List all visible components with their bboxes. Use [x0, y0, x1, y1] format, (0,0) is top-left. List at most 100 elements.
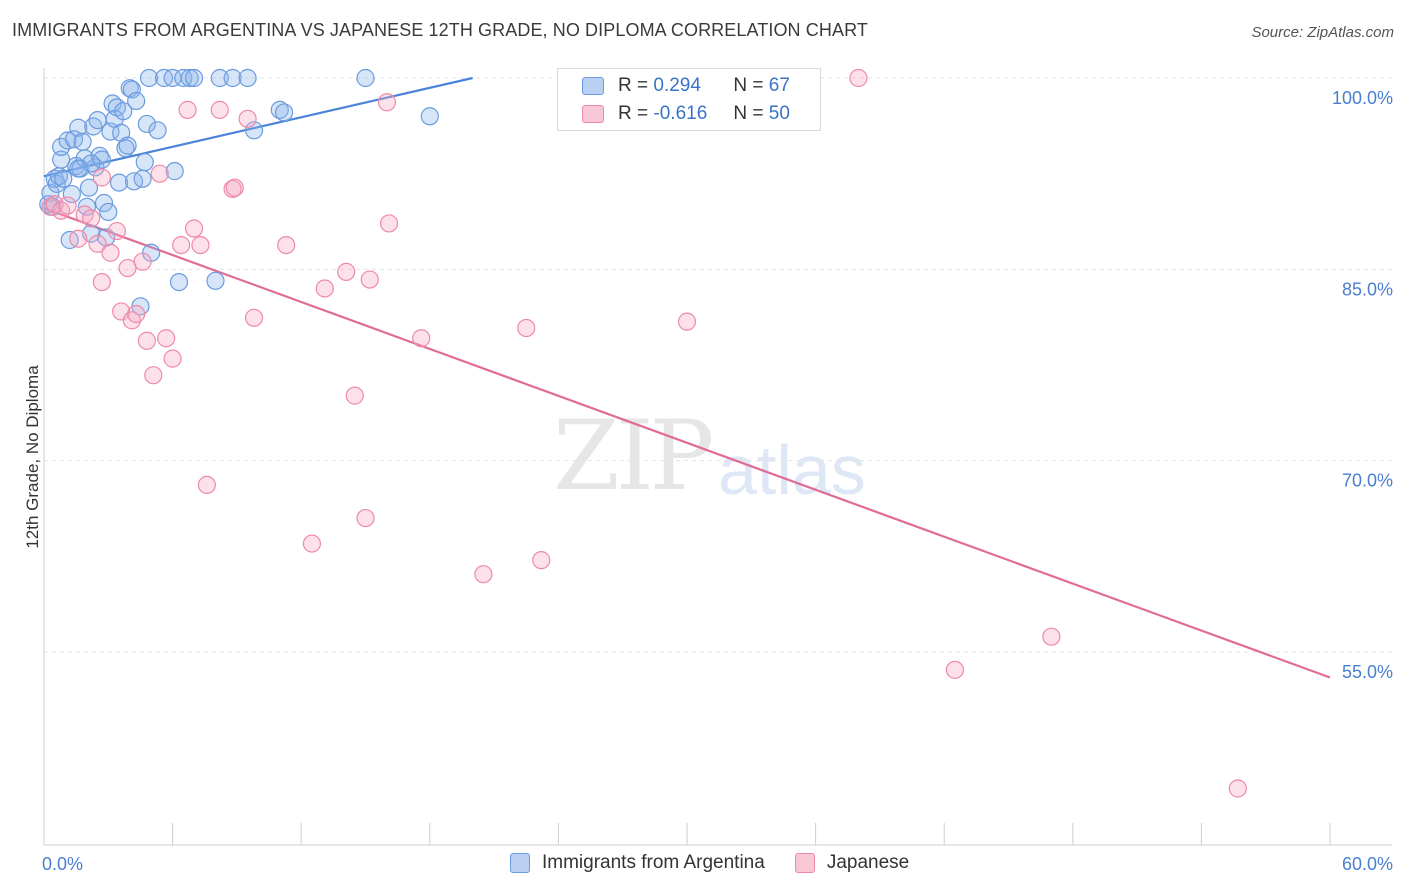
watermark-atlas: atlas	[718, 431, 866, 509]
y-tick-label: 70.0%	[1342, 471, 1393, 491]
chart-title: IMMIGRANTS FROM ARGENTINA VS JAPANESE 12…	[12, 20, 868, 40]
point-japanese	[118, 258, 137, 278]
y-tick-label: 85.0%	[1342, 279, 1393, 299]
trend-lines	[43, 76, 1331, 679]
legend-n-value-japanese: 50	[768, 103, 790, 124]
x-tick-label: 0.0%	[42, 854, 83, 874]
point-japanese	[163, 349, 182, 368]
point-argentina	[73, 132, 92, 151]
data-points	[39, 68, 1247, 798]
point-argentina	[69, 159, 88, 178]
point-japanese	[356, 508, 375, 528]
point-japanese	[88, 234, 107, 253]
trend-line-argentina	[43, 76, 473, 178]
point-argentina	[238, 68, 257, 88]
point-japanese	[92, 168, 111, 187]
point-japanese	[360, 270, 379, 289]
point-japanese	[302, 534, 322, 553]
point-japanese	[379, 214, 399, 233]
point-japanese	[58, 196, 77, 215]
point-argentina	[274, 103, 294, 122]
point-japanese	[191, 235, 210, 255]
point-argentina	[133, 169, 152, 188]
y-tick-label: 100.0%	[1332, 88, 1393, 108]
point-argentina	[92, 150, 111, 169]
point-japanese	[137, 331, 156, 350]
point-japanese	[517, 318, 536, 338]
point-japanese	[225, 178, 244, 197]
legend-n-value-argentina: 67	[768, 75, 790, 96]
point-argentina	[180, 68, 199, 88]
stats-legend: R = 0.294 N = 67 R = -0.616 N = 50	[557, 68, 821, 131]
point-argentina	[137, 114, 156, 134]
legend-row-japanese: R = -0.616 N = 50	[582, 102, 790, 126]
point-japanese	[412, 329, 431, 348]
point-japanese	[157, 329, 176, 348]
legend-swatch-japanese	[582, 105, 604, 123]
point-japanese	[345, 386, 364, 405]
point-japanese	[144, 366, 163, 385]
point-argentina	[58, 131, 77, 150]
point-argentina	[420, 107, 439, 126]
point-argentina	[165, 162, 184, 181]
point-argentina	[356, 68, 375, 88]
point-argentina	[114, 102, 133, 121]
point-japanese	[101, 243, 120, 262]
y-tick-label: 55.0%	[1342, 662, 1393, 682]
tick-labels: 100.0% 85.0% 70.0% 55.0% 0.0% 60.0%	[42, 88, 1393, 874]
point-argentina	[244, 121, 264, 140]
point-japanese	[184, 219, 204, 238]
point-japanese	[69, 229, 88, 248]
y-axis-label: 12th Grade, No Diploma	[23, 365, 42, 549]
point-japanese	[82, 209, 101, 228]
point-japanese	[127, 304, 146, 324]
point-argentina	[109, 173, 129, 192]
legend-r-label: R =	[618, 103, 649, 124]
point-argentina	[148, 121, 167, 140]
point-japanese	[107, 221, 126, 241]
point-argentina	[169, 272, 189, 292]
point-japanese	[277, 235, 296, 255]
point-argentina	[139, 68, 159, 88]
legend-r-value-japanese: -0.616	[653, 103, 708, 124]
legend-item-japanese[interactable]: Japanese	[794, 852, 909, 874]
point-japanese	[677, 312, 697, 331]
point-argentina	[52, 150, 71, 169]
point-japanese	[377, 93, 397, 112]
point-japanese	[210, 100, 229, 119]
point-argentina	[69, 118, 88, 137]
watermark-zip: ZIP	[553, 400, 714, 512]
legend-n-label: N =	[733, 103, 764, 124]
point-japanese	[133, 252, 152, 271]
point-japanese	[1042, 627, 1061, 646]
legend-swatch-japanese	[794, 853, 815, 873]
legend-swatch-argentina	[510, 853, 530, 873]
point-japanese	[945, 660, 965, 679]
point-argentina	[54, 169, 73, 188]
point-argentina	[174, 68, 193, 88]
legend-row-argentina: R = 0.294 N = 67	[582, 74, 790, 98]
point-japanese	[315, 279, 334, 298]
point-japanese	[92, 272, 111, 292]
point-japanese	[238, 109, 257, 128]
point-japanese	[197, 475, 216, 495]
point-argentina	[122, 80, 141, 99]
point-argentina	[184, 68, 204, 88]
point-japanese	[172, 235, 191, 255]
point-japanese	[849, 68, 868, 88]
point-japanese	[1228, 779, 1247, 798]
point-argentina	[116, 139, 135, 158]
point-argentina	[94, 193, 114, 213]
point-argentina	[223, 68, 242, 88]
point-argentina	[135, 153, 154, 172]
point-japanese	[150, 164, 169, 183]
point-argentina	[206, 271, 225, 290]
point-argentina	[62, 184, 81, 204]
legend-item-argentina[interactable]: Immigrants from Argentina	[510, 852, 765, 874]
grid-lines	[44, 77, 1392, 653]
point-japanese	[244, 308, 264, 327]
legend-n-label: N =	[733, 75, 764, 96]
point-argentina	[127, 91, 146, 111]
x-tick-label: 60.0%	[1342, 854, 1393, 874]
